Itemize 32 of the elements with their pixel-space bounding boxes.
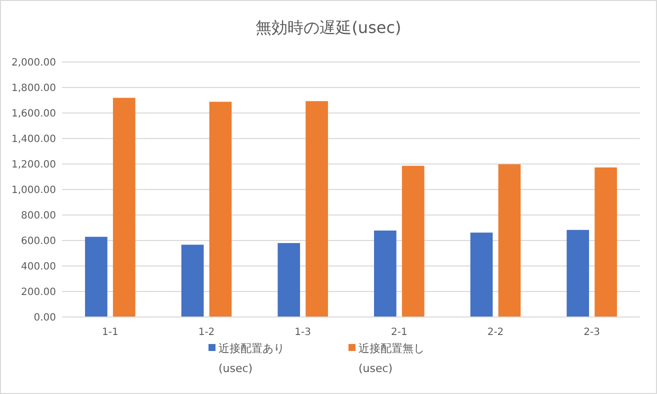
bar <box>566 230 590 317</box>
y-tick-label: 1,000.00 <box>11 185 56 196</box>
bar <box>278 243 300 317</box>
legend-label: 近接配置無し (usec) <box>358 342 424 375</box>
bar <box>306 101 328 317</box>
bar <box>112 98 136 317</box>
y-tick-label: 1,200.00 <box>11 160 56 170</box>
y-tick-label: 600.00 <box>21 236 56 247</box>
x-tick-label: 2-2 <box>487 327 504 338</box>
x-tick-label: 2-3 <box>584 327 600 338</box>
bar <box>594 167 617 317</box>
chart-title: 無効時の遅延(usec) <box>256 18 402 37</box>
x-tick-label: 1-3 <box>294 327 312 338</box>
x-tick-label: 1-2 <box>198 327 215 338</box>
bar <box>209 102 232 317</box>
bar <box>181 244 204 317</box>
legend-label: 近接配置あり (usec) <box>218 342 284 375</box>
y-tick-label: 0.00 <box>34 312 56 324</box>
x-tick-label: 2-1 <box>390 327 408 338</box>
y-tick-label: 800.00 <box>21 210 56 222</box>
bar <box>470 232 493 317</box>
y-tick-label: 400.00 <box>21 262 56 272</box>
bar <box>85 236 108 317</box>
y-tick-label: 1,800.00 <box>11 83 56 94</box>
y-tick-label: 1,600.00 <box>11 108 56 120</box>
x-tick-label: 1-1 <box>102 327 118 338</box>
y-tick-label: 1,400.00 <box>11 134 56 145</box>
y-tick-label: 2,000.00 <box>11 58 56 68</box>
bar <box>374 230 396 317</box>
bar <box>498 164 521 317</box>
bar <box>402 166 424 317</box>
y-tick-label: 200.00 <box>21 287 56 298</box>
